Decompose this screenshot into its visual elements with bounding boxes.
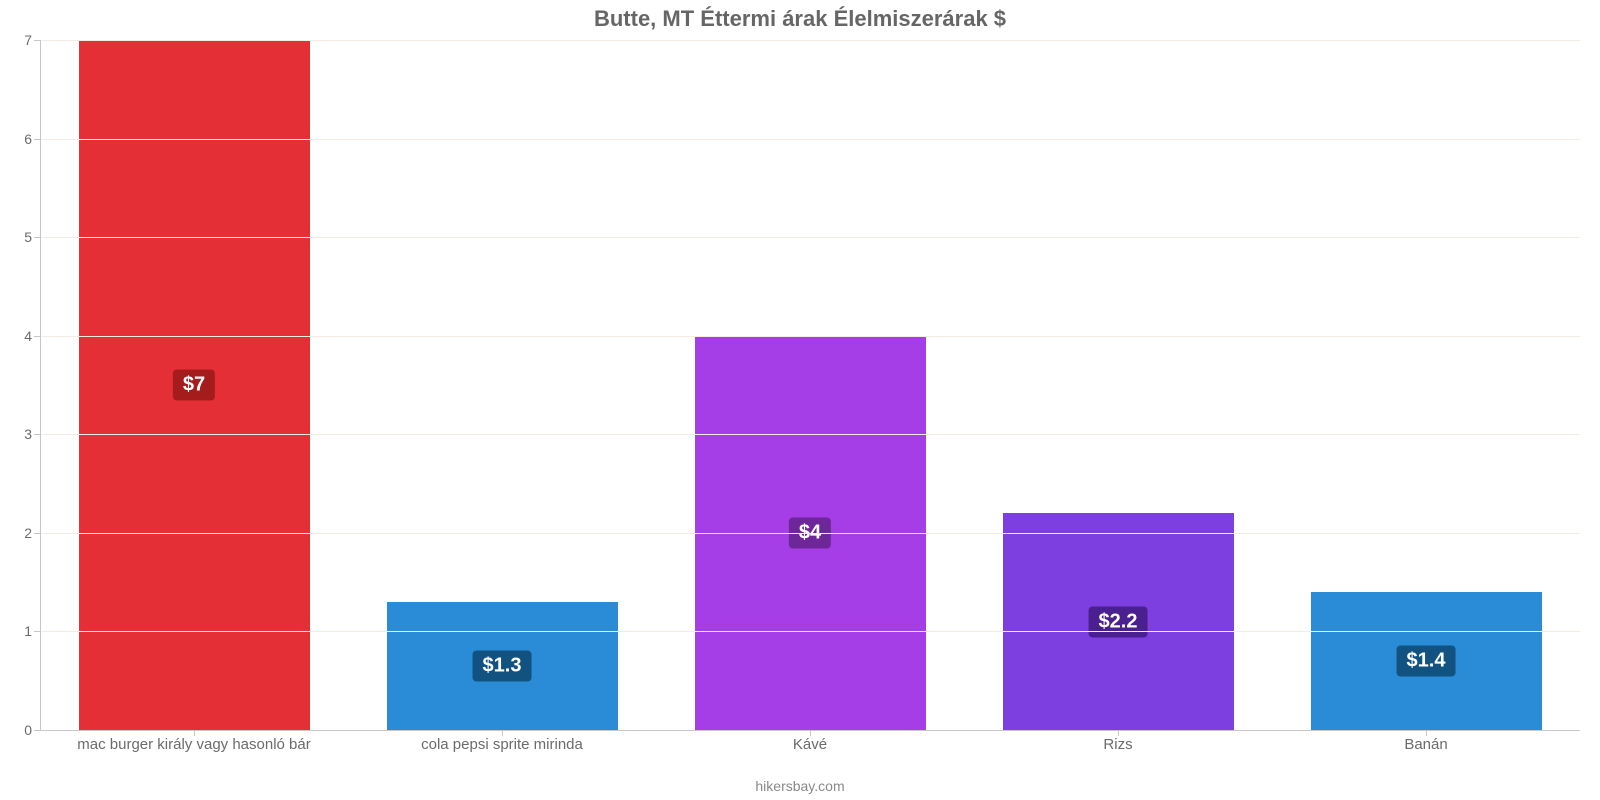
y-tick-mark — [34, 40, 40, 41]
gridline — [40, 40, 1580, 41]
gridline — [40, 533, 1580, 534]
gridline — [40, 139, 1580, 140]
y-tick-label: 0 — [2, 722, 32, 738]
y-tick-mark — [34, 237, 40, 238]
chart-title: Butte, MT Éttermi árak Élelmiszerárak $ — [0, 6, 1600, 32]
bar-value-label: $1.3 — [473, 650, 532, 681]
gridline — [40, 434, 1580, 435]
y-tick-label: 4 — [2, 328, 32, 344]
x-axis-label: Kávé — [793, 736, 827, 753]
y-tick-mark — [34, 139, 40, 140]
bar-value-label: $1.4 — [1397, 646, 1456, 677]
chart-footer: hikersbay.com — [0, 778, 1600, 794]
x-axis-label: Rizs — [1103, 736, 1132, 753]
x-axis-label: mac burger király vagy hasonló bár — [77, 736, 310, 753]
y-tick-label: 5 — [2, 229, 32, 245]
gridline — [40, 631, 1580, 632]
plot-area: $7$1.3$4$2.2$1.4 — [40, 40, 1580, 730]
y-tick-label: 2 — [2, 525, 32, 541]
y-tick-mark — [34, 434, 40, 435]
y-tick-mark — [34, 631, 40, 632]
x-axis-label: Banán — [1404, 736, 1447, 753]
y-tick-label: 6 — [2, 131, 32, 147]
bar-value-label: $7 — [173, 370, 215, 401]
gridline — [40, 237, 1580, 238]
x-axis-label: cola pepsi sprite mirinda — [421, 736, 583, 753]
y-tick-label: 3 — [2, 426, 32, 442]
bars-layer: $7$1.3$4$2.2$1.4 — [40, 40, 1580, 730]
y-tick-label: 7 — [2, 32, 32, 48]
y-axis — [40, 40, 41, 730]
gridline — [40, 336, 1580, 337]
y-tick-mark — [34, 533, 40, 534]
y-tick-mark — [34, 336, 40, 337]
price-bar-chart: Butte, MT Éttermi árak Élelmiszerárak $ … — [0, 0, 1600, 800]
y-tick-mark — [34, 730, 40, 731]
y-tick-label: 1 — [2, 623, 32, 639]
